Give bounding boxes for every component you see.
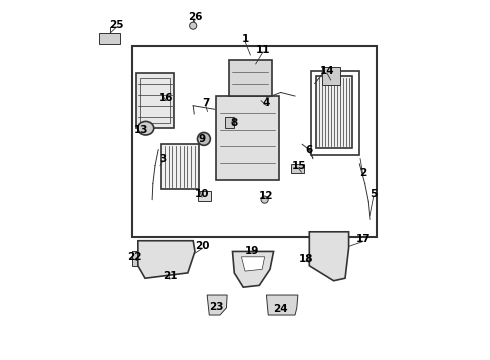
Text: 4: 4 (263, 98, 270, 108)
Text: 2: 2 (359, 168, 367, 178)
Text: 11: 11 (256, 45, 270, 55)
Bar (317, 76, 352, 148)
Bar (132, 251, 146, 266)
Text: 13: 13 (134, 125, 148, 135)
Text: 25: 25 (109, 19, 123, 30)
Bar (311, 71, 359, 155)
Text: 22: 22 (127, 252, 142, 262)
Text: 6: 6 (306, 145, 313, 155)
Text: 5: 5 (370, 189, 377, 199)
Polygon shape (309, 232, 348, 281)
Bar (136, 73, 173, 128)
Text: 23: 23 (209, 302, 223, 312)
Text: 7: 7 (202, 98, 209, 108)
Bar (229, 60, 272, 96)
Bar (292, 164, 304, 173)
Text: 19: 19 (245, 247, 259, 256)
Bar (322, 67, 341, 85)
Bar (225, 117, 234, 128)
Text: 1: 1 (242, 34, 248, 44)
Polygon shape (232, 251, 273, 287)
Text: 20: 20 (195, 241, 209, 251)
Text: 9: 9 (198, 134, 206, 144)
Text: 3: 3 (159, 154, 167, 163)
Ellipse shape (190, 22, 197, 29)
Bar (99, 33, 120, 44)
Text: 14: 14 (320, 66, 335, 76)
Text: 8: 8 (231, 118, 238, 128)
Text: 18: 18 (298, 253, 313, 264)
Text: 24: 24 (273, 303, 288, 314)
Bar (198, 191, 211, 201)
Text: 21: 21 (163, 271, 177, 282)
Text: 10: 10 (195, 189, 209, 199)
Text: 16: 16 (159, 93, 173, 103)
Ellipse shape (138, 121, 154, 135)
Text: 26: 26 (188, 13, 202, 22)
Bar (161, 144, 198, 189)
Ellipse shape (197, 132, 210, 145)
Polygon shape (138, 241, 195, 278)
Bar (140, 78, 170, 123)
Text: 15: 15 (292, 161, 306, 171)
Polygon shape (267, 295, 298, 315)
Bar (132, 46, 377, 237)
Ellipse shape (261, 196, 268, 203)
Text: 17: 17 (356, 234, 370, 244)
Bar (217, 96, 279, 180)
Polygon shape (207, 295, 227, 315)
Text: 12: 12 (259, 191, 274, 201)
Polygon shape (242, 257, 265, 271)
